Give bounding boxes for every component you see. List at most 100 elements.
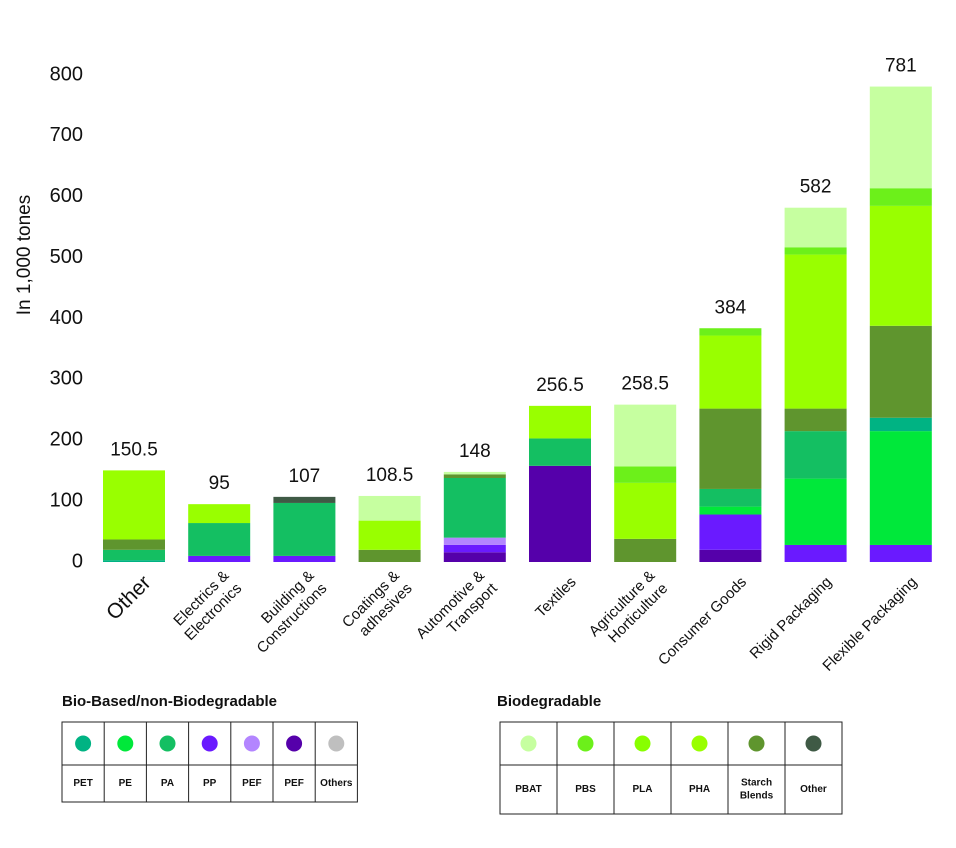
x-tick-label: Electrics &Electronics — [169, 567, 246, 644]
legend-label: PE — [119, 778, 133, 789]
bar-segment — [784, 254, 847, 409]
bar-segment — [614, 538, 677, 562]
bar-segment — [869, 431, 932, 545]
bar-segment — [869, 544, 932, 562]
legend-label: PHA — [689, 784, 710, 795]
bar-segment — [273, 496, 336, 503]
bar-segment — [869, 325, 932, 418]
legend-title: Bio-Based/non-Biodegradable — [62, 693, 277, 710]
bar-segment — [103, 470, 165, 540]
bar-segment — [614, 466, 677, 483]
total-label: 384 — [715, 297, 747, 318]
bar-segment — [103, 549, 165, 561]
total-label: 108.5 — [366, 465, 414, 486]
legend-swatch — [159, 735, 176, 752]
bar-segment — [188, 523, 251, 556]
bar-segment — [699, 549, 762, 562]
bar-segment — [529, 465, 591, 562]
bar-segment — [529, 405, 591, 439]
y-tick-label: 0 — [72, 550, 83, 572]
bar-segment — [273, 502, 336, 556]
total-label: 150.5 — [110, 439, 158, 460]
bar-segment — [699, 488, 762, 507]
bar-segment — [869, 417, 932, 432]
x-tick-label: Flexible Packaging — [819, 574, 920, 675]
legend-label: Starch Blends — [740, 777, 774, 801]
legend-swatch — [520, 735, 537, 752]
y-tick-label: 600 — [50, 185, 83, 207]
bar-segment — [699, 506, 762, 515]
total-label: 256.5 — [536, 375, 584, 396]
legend-label: PET — [73, 778, 92, 789]
y-tick-label: 300 — [50, 368, 83, 390]
y-tick-label: 800 — [50, 63, 83, 85]
x-tick-label: Rigid Packaging — [747, 574, 836, 663]
legend-swatch — [691, 735, 708, 752]
bar-segment — [443, 474, 506, 478]
legend-title: Biodegradable — [497, 693, 601, 710]
y-tick-label: 500 — [50, 246, 83, 268]
bar-segment — [784, 478, 847, 545]
legend-label: PP — [203, 778, 217, 789]
bar-segment — [784, 408, 847, 432]
total-label: 258.5 — [621, 374, 669, 395]
bar-segment — [358, 520, 421, 550]
bar-segment — [188, 555, 251, 562]
bar-segment — [784, 431, 847, 479]
x-tick-label: Agriculture &Horticulture — [586, 567, 671, 652]
bar-segment — [443, 544, 506, 553]
y-tick-label: 700 — [50, 124, 83, 146]
bar-segment — [869, 188, 932, 206]
bar-segment — [358, 549, 421, 562]
y-tick-label: 100 — [50, 489, 83, 511]
bar-segment — [443, 477, 506, 538]
bar-segment — [358, 495, 421, 521]
y-tick-label: 400 — [50, 307, 83, 329]
y-tick-label: 200 — [50, 429, 83, 451]
bar-segment — [443, 537, 506, 545]
legend-label: PA — [161, 778, 174, 789]
bar-segment — [188, 504, 251, 524]
bar-segment — [699, 335, 762, 409]
bar-segment — [869, 86, 932, 189]
legend-label: PBS — [575, 784, 596, 795]
total-label: 107 — [289, 466, 321, 487]
legend-swatch — [243, 735, 260, 752]
total-label: 781 — [885, 56, 917, 77]
bar-segment — [103, 560, 165, 562]
total-label: 582 — [800, 177, 832, 198]
legend-label: Others — [320, 778, 353, 789]
bar-segment — [273, 555, 336, 562]
bar-segment — [529, 438, 591, 466]
bar-segment — [699, 514, 762, 550]
x-tick-label: Consumer Goods — [655, 574, 750, 669]
x-tick-label: Coatings &adhesives — [339, 567, 416, 644]
legend-label: Other — [800, 784, 827, 795]
legend-label: PEF — [242, 778, 261, 789]
x-tick-label: Other — [102, 571, 155, 624]
legend-label: PBAT — [515, 784, 541, 795]
total-label: 148 — [459, 441, 491, 462]
legend-swatch — [286, 735, 303, 752]
x-tick-label: Automotive &Transport — [413, 567, 501, 655]
legend-swatch — [117, 735, 134, 752]
total-label: 95 — [209, 473, 230, 494]
bar-segment — [784, 207, 847, 248]
bar-segment — [103, 539, 165, 550]
legend-label: PEF — [284, 778, 303, 789]
x-tick-label: Building &Constructions — [241, 567, 331, 657]
bar-segment — [784, 247, 847, 255]
legend-swatch — [805, 735, 822, 752]
legend-swatch — [748, 735, 765, 752]
bar-segment — [614, 404, 677, 467]
y-axis-title: In 1,000 tones — [14, 195, 35, 315]
bar-segment — [784, 544, 847, 562]
legend-label: PLA — [633, 784, 653, 795]
legend-swatch — [634, 735, 651, 752]
bar-segment — [443, 552, 506, 562]
bar-segment — [443, 471, 506, 475]
legend-swatch — [201, 735, 218, 752]
x-tick-label: Textiles — [532, 574, 579, 621]
legend-swatch — [328, 735, 345, 752]
